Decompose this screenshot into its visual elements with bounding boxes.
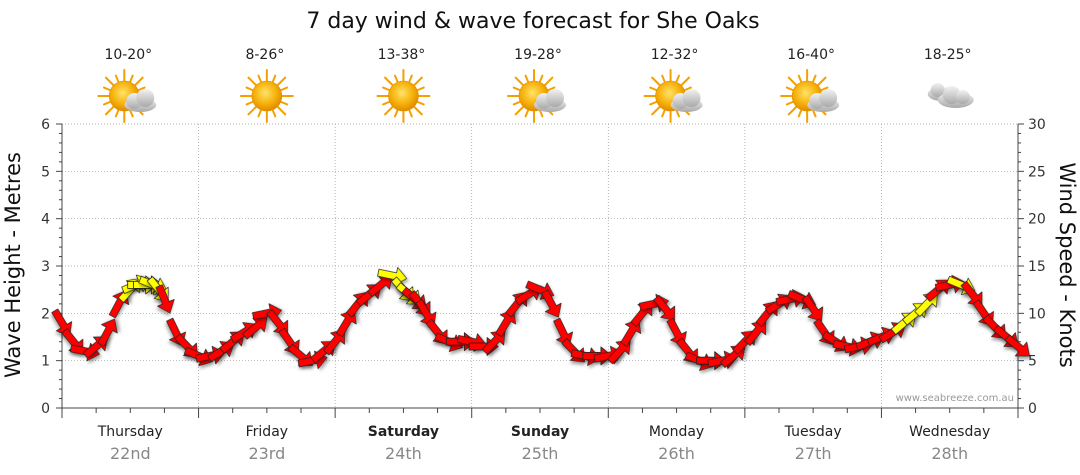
sun-icon: [376, 69, 431, 123]
axes: [56, 123, 1024, 418]
cloud-icon: [927, 83, 974, 108]
wind-arrow: [541, 289, 562, 318]
right-axis-ticks: 0 5 10 15 20 25 30: [1028, 117, 1046, 417]
wind-arrow-shape: [155, 284, 175, 314]
right-axis-label: Wind Speed - Knots: [1055, 162, 1079, 367]
day-date-label: 28th: [931, 444, 968, 463]
temperature-range: 16-40°: [787, 47, 835, 63]
left-tick-label: 6: [41, 117, 50, 133]
day-date-label: 24th: [385, 444, 422, 463]
right-tick-label: 20: [1028, 212, 1046, 228]
day-name-label: Tuesday: [784, 424, 842, 440]
day-date-label: 27th: [795, 444, 832, 463]
wind-arrow-shape: [801, 294, 824, 322]
wind-arrow: [744, 320, 767, 346]
wind-arrow: [242, 317, 268, 340]
left-tick-label: 1: [41, 354, 50, 370]
wind-arrow-shape: [541, 289, 562, 318]
day-name-label: Thursday: [97, 424, 163, 440]
sun-cloud-icon: [643, 69, 703, 123]
left-tick-label: 5: [41, 164, 50, 180]
right-tick-label: 25: [1028, 164, 1046, 180]
wind-arrow: [607, 339, 631, 365]
wind-arrow-shape: [367, 274, 393, 297]
wind-arrow: [367, 274, 393, 297]
chart-title: 7 day wind & wave forecast for She Oaks: [306, 9, 759, 34]
wind-arrow-shape: [653, 295, 676, 321]
left-tick-label: 0: [41, 401, 50, 417]
grid-lines: [62, 123, 1018, 408]
left-tick-label: 4: [41, 212, 50, 228]
sun-cloud-icon: [507, 69, 566, 123]
day-date-label: 26th: [658, 444, 695, 463]
right-tick-label: 30: [1028, 117, 1046, 133]
sun-icon: [239, 69, 294, 123]
right-tick-label: 10: [1028, 306, 1046, 322]
wind-arrow: [801, 294, 824, 322]
day-name-label: Saturday: [368, 424, 439, 440]
wind-arrows: [51, 267, 1030, 371]
day-name-label: Friday: [246, 424, 288, 440]
wind-arrow: [155, 284, 175, 314]
wind-arrow-shape: [744, 320, 767, 346]
weather-icon-row: [97, 69, 974, 123]
sun-cloud-icon: [97, 69, 157, 123]
day-date-label: 25th: [522, 444, 559, 463]
sun-cloud-icon: [780, 69, 840, 123]
wind-arrow: [1004, 334, 1030, 357]
credit-text: www.seabreeze.com.au: [896, 393, 1014, 404]
day-name-label: Sunday: [511, 424, 569, 440]
wind-arrow: [481, 330, 506, 355]
day-name-label: Monday: [649, 424, 704, 440]
right-tick-label: 15: [1028, 259, 1046, 275]
wind-arrow-shape: [242, 317, 268, 340]
temperature-range: 12-32°: [651, 47, 699, 63]
wind-arrow-shape: [1004, 334, 1030, 357]
day-date-label: 23rd: [248, 444, 285, 463]
day-labels: Thursday 22nd Friday 23rd Saturday 24th Sunday…: [97, 424, 991, 463]
wind-arrow-shape: [323, 329, 346, 356]
left-axis-ticks: 0 1 2 3 4 5 6: [41, 117, 50, 417]
left-tick-label: 3: [41, 259, 50, 275]
temperature-range: 13-38°: [378, 47, 426, 63]
wind-arrow: [653, 295, 676, 321]
left-tick-label: 2: [41, 306, 50, 322]
wind-arrow-shape: [607, 339, 631, 365]
right-tick-label: 5: [1028, 354, 1037, 370]
day-date-label: 22nd: [110, 444, 151, 463]
temperature-range: 10-20°: [104, 47, 152, 63]
temperature-range: 18-25°: [924, 47, 972, 63]
day-name-label: Wednesday: [909, 424, 990, 440]
left-axis-label: Wave Height - Metres: [1, 152, 25, 378]
wind-arrow-shape: [97, 318, 118, 347]
right-tick-label: 0: [1028, 401, 1037, 417]
temperature-range: 8-26°: [245, 47, 284, 63]
temperature-row: 10-20° 8-26° 13-38° 19-28° 12-32° 16-40° 18-25…: [104, 47, 971, 63]
wind-arrow-shape: [481, 330, 506, 355]
wind-arrow: [323, 329, 346, 356]
temperature-range: 19-28°: [514, 47, 562, 63]
wind-arrow: [97, 318, 118, 347]
